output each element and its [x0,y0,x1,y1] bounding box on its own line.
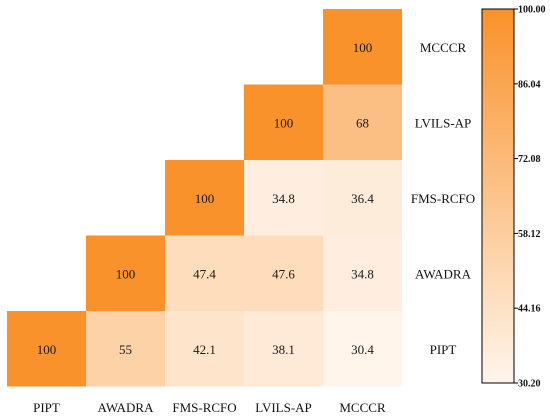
row-label-fms-rcfo: FMS-RCFO [411,191,475,206]
heatmap-cell-fms-rcfo-mcccr [323,160,402,236]
column-label-awadra: AWADRA [97,400,154,415]
cell-value-label: 42.1 [193,342,216,357]
cell-value-label: 30.4 [351,342,374,357]
cell-value-label: 47.6 [272,266,295,281]
cell-value-label: 100 [195,191,215,206]
row-labels: MCCCR LVILS-AP FMS-RCFO AWADRA PIPT [411,40,475,357]
heatmap-cell-pipt-pipt [7,311,86,387]
colorbar-ticks: 100.00 86.04 72.08 58.12 44.16 30.20 [514,5,546,390]
heatmap-cell-mcccr-mcccr [323,9,402,85]
heatmap-cell-pipt-awadra [86,311,165,387]
cell-value-label: 34.8 [272,191,295,206]
cell-value-label: 36.4 [351,191,374,206]
colorbar-tick-label: 100.00 [518,5,546,16]
cell-value-label: 38.1 [272,342,295,357]
cell-value-label: 100 [37,342,57,357]
cell-value-label: 68 [356,115,369,130]
heatmap-cell-awadra-mcccr [323,235,402,311]
colorbar-tick-label: 86.04 [518,79,541,90]
colorbar-tick-label: 58.12 [518,229,541,240]
column-label-fms-rcfo: FMS-RCFO [172,400,236,415]
heatmap-cell-lvils-ap-lvils-ap [244,84,323,160]
heatmap-cell-awadra-lvils-ap [244,235,323,311]
heatmap-cell-pipt-lvils-ap [244,311,323,387]
column-labels: PIPT AWADRA FMS-RCFO LVILS-AP MCCCR [33,400,386,415]
heatmap-cell-pipt-mcccr [323,311,402,387]
cell-value-label: 100 [116,266,136,281]
cell-value-label: 55 [119,342,132,357]
column-label-mcccr: MCCCR [339,400,386,415]
colorbar: 100.00 86.04 72.08 58.12 44.16 30.20 [481,5,546,390]
heatmap-cell-awadra-fms-rcfo [165,235,244,311]
heatmap-cell-fms-rcfo-fms-rcfo [165,160,244,236]
cell-value-label: 100 [353,40,373,55]
heatmap-cell-fms-rcfo-lvils-ap [244,160,323,236]
cell-value-label: 34.8 [351,266,374,281]
row-label-lvils-ap: LVILS-AP [415,115,472,130]
heatmap-cell-awadra-awadra [86,235,165,311]
column-label-pipt: PIPT [33,400,60,415]
heatmap-cells: 100 100 68 100 34.8 36.4 100 47.4 47.6 34.8 100 55 4… [7,9,402,387]
colorbar-tick-label: 44.16 [518,304,541,315]
colorbar-tick-label: 30.20 [518,379,541,390]
row-label-awadra: AWADRA [415,266,472,281]
colorbar-tick-label: 72.08 [518,154,541,165]
column-label-lvils-ap: LVILS-AP [255,400,312,415]
heatmap-cell-pipt-fms-rcfo [165,311,244,387]
cell-value-label: 47.4 [193,266,216,281]
heatmap-cell-lvils-ap-mcccr [323,84,402,160]
colorbar-gradient [481,8,515,384]
row-label-pipt: PIPT [430,342,457,357]
cell-value-label: 100 [274,115,294,130]
row-label-mcccr: MCCCR [420,40,467,55]
